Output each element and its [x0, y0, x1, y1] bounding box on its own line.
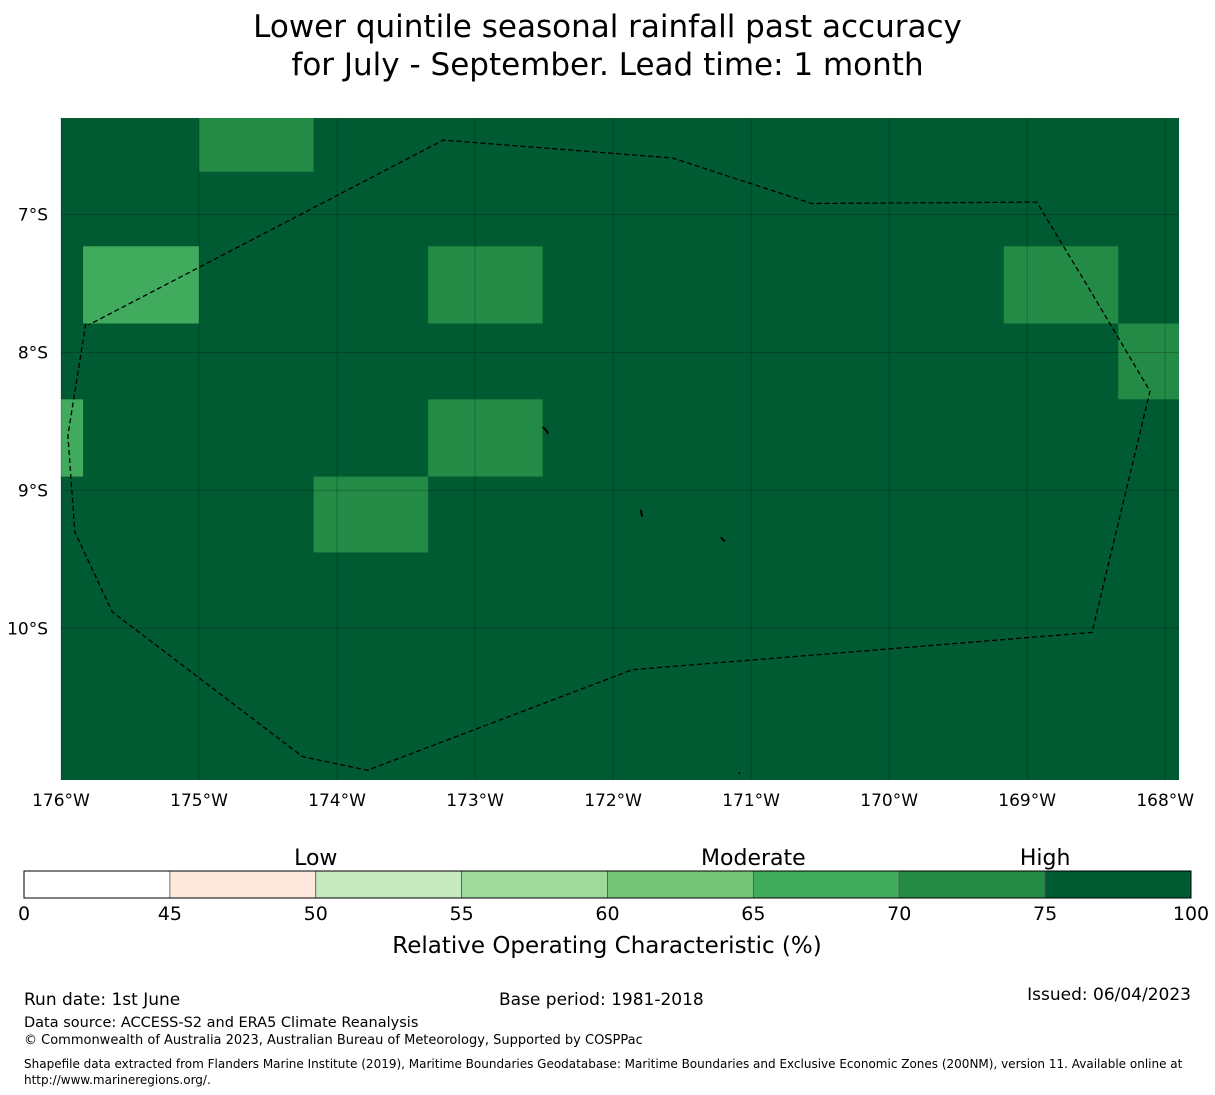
latitude-labels: 7°S 8°S 9°S 10°S [7, 206, 48, 640]
colorbar-category-label: Moderate [701, 846, 806, 871]
lon-tick-label: 170°W [860, 791, 918, 811]
colorbar: 0 45 50 55 60 65 70 75 100 Low Moderate High Relat… [18, 846, 1209, 959]
lon-tick-label: 173°W [446, 791, 504, 811]
lon-tick-label: 169°W [998, 791, 1056, 811]
lon-tick-label: 176°W [32, 791, 90, 811]
roc-cell-4 [1118, 323, 1179, 400]
roc-cell-3 [1003, 246, 1119, 324]
lon-tick-label: 172°W [584, 791, 642, 811]
colorbar-tick-label: 55 [450, 903, 474, 925]
lat-tick-label: 7°S [18, 206, 48, 226]
map-background [61, 118, 1179, 780]
lon-tick-label: 168°W [1136, 791, 1194, 811]
issued-date: Issued: 06/04/2023 [1027, 985, 1191, 1005]
colorbar-tick-label: 65 [741, 903, 765, 925]
colorbar-swatch-6 [898, 870, 1046, 899]
colorbar-swatch-0 [23, 870, 171, 899]
colorbar-tick-label: 45 [158, 903, 182, 925]
roc-cell-5 [61, 399, 84, 477]
roc-cell-7 [313, 476, 429, 553]
lat-tick-label: 9°S [18, 481, 48, 501]
roc-cell-1 [83, 246, 200, 324]
base-period: Base period: 1981-2018 [499, 990, 704, 1010]
colorbar-tick-label: 50 [304, 903, 328, 925]
colorbar-tick-label: 75 [1033, 903, 1057, 925]
lat-tick-label: 10°S [7, 619, 48, 639]
colorbar-category-label: High [1020, 846, 1071, 871]
longitude-labels: 176°W 175°W 174°W 173°W 172°W 171°W 170°W 169°W… [32, 791, 1194, 811]
island-1 [639, 509, 644, 517]
colorbar-category-labels: Low Moderate High [294, 846, 1070, 871]
colorbar-swatch-7 [1044, 870, 1192, 899]
gridlines [60, 118, 1179, 780]
colorbar-tick-label: 100 [1173, 903, 1209, 925]
eez-boundary [67, 139, 1151, 771]
colorbar-swatch-3 [461, 870, 608, 899]
colorbar-swatches [23, 870, 1192, 899]
shapefile-credit-line-2: http://www.marineregions.org/. [24, 1073, 211, 1087]
colorbar-tick-labels: 0 45 50 55 60 65 70 75 100 [18, 903, 1209, 925]
colorbar-swatch-4 [607, 870, 754, 899]
island-0 [541, 426, 550, 435]
title-line-2: for July - September. Lead time: 1 month [291, 47, 924, 83]
shapefile-credit-line-1: Shapefile data extracted from Flanders M… [24, 1057, 1183, 1071]
roc-cell-0 [199, 118, 314, 172]
island-2 [720, 536, 726, 543]
eez-boundary-line [67, 139, 1151, 771]
colorbar-swatch-1 [169, 870, 317, 899]
roc-cells [61, 118, 1179, 553]
copyright: © Commonwealth of Australia 2023, Austra… [24, 1033, 643, 1048]
colorbar-tick-label: 0 [18, 903, 30, 925]
colorbar-label: Relative Operating Characteristic (%) [392, 933, 821, 959]
title-line-1: Lower quintile seasonal rainfall past ac… [253, 9, 962, 45]
colorbar-tick-label: 60 [595, 903, 619, 925]
colorbar-category-label: Low [294, 846, 337, 871]
roc-cell-2 [428, 246, 543, 324]
lat-tick-label: 8°S [18, 343, 48, 363]
colorbar-frame [23, 870, 1192, 899]
run-date: Run date: 1st June [24, 990, 181, 1010]
lon-tick-label: 174°W [308, 791, 366, 811]
lon-tick-label: 171°W [722, 791, 780, 811]
map-title: Lower quintile seasonal rainfall past ac… [0, 8, 1215, 84]
lon-tick-label: 175°W [170, 791, 228, 811]
data-source: Data source: ACCESS-S2 and ERA5 Climate … [24, 1015, 419, 1031]
colorbar-swatch-5 [752, 870, 900, 899]
roc-cell-6 [428, 399, 543, 477]
colorbar-tick-label: 70 [887, 903, 911, 925]
colorbar-swatch-2 [315, 870, 463, 899]
islands [541, 426, 741, 775]
